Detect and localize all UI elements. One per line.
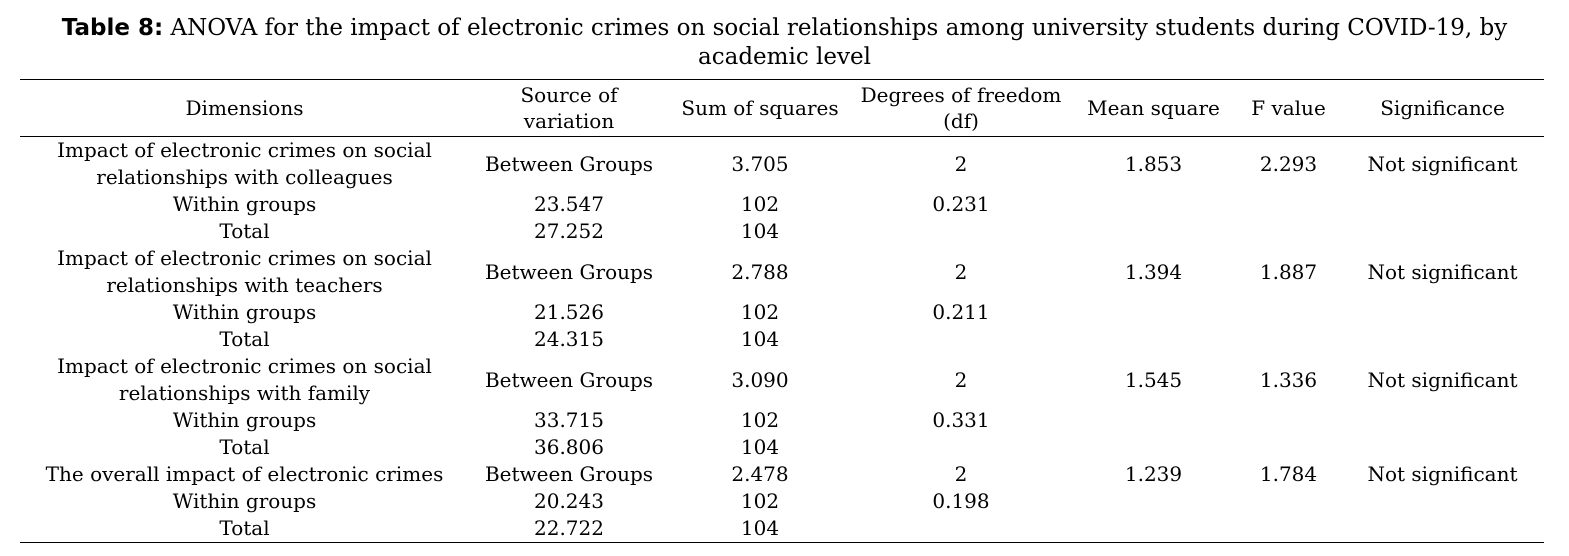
table-row: Total 24.315 104 <box>20 326 1544 353</box>
ss-cell: 21.526 <box>534 300 604 324</box>
df-cell: 2 <box>954 367 968 392</box>
df-cell: 104 <box>740 219 780 243</box>
ss-cell: 22.722 <box>534 516 604 540</box>
table-row: Within groups 21.526 102 0.211 <box>20 299 1544 326</box>
df-cell: 104 <box>740 327 780 351</box>
df-cell: 102 <box>740 300 780 324</box>
sig-cell: Not significant <box>1367 151 1518 176</box>
table-label: Table 8: <box>61 15 164 41</box>
ms-cell: 1.394 <box>1124 259 1183 284</box>
ss-cell: 3.090 <box>731 367 789 392</box>
df-cell: 2 <box>954 151 968 176</box>
f-cell: 1.887 <box>1259 259 1318 284</box>
table-row: Within groups 33.715 102 0.331 <box>20 407 1544 434</box>
ss-cell: 2.478 <box>731 462 789 486</box>
table-caption-text: ANOVA for the impact of electronic crime… <box>170 15 1508 70</box>
source-cell: Total <box>219 327 270 351</box>
table-row: Total 22.722 104 <box>20 515 1544 543</box>
header-sum-of-squares: Sum of squares <box>669 79 851 137</box>
df-cell: 2 <box>954 462 968 486</box>
header-source: Source of variation <box>469 79 669 137</box>
ms-cell: 0.198 <box>932 489 990 513</box>
ss-cell: 20.243 <box>534 489 604 513</box>
dimension-cell: Impact of electronic crimes on social re… <box>57 138 432 189</box>
table-caption: Table 8: ANOVA for the impact of electro… <box>20 14 1549 72</box>
header-significance: Significance <box>1341 79 1544 137</box>
ms-cell: 0.231 <box>932 192 990 216</box>
header-dimensions: Dimensions <box>20 79 469 137</box>
df-cell: 102 <box>740 192 780 216</box>
header-mean-square: Mean square <box>1071 79 1236 137</box>
sig-cell: Not significant <box>1367 462 1518 486</box>
ms-cell: 0.211 <box>932 300 990 324</box>
source-cell: Total <box>219 516 270 540</box>
header-f-value: F value <box>1236 79 1341 137</box>
table-row: Impact of electronic crimes on social re… <box>20 137 1544 192</box>
ms-cell: 1.853 <box>1124 151 1183 176</box>
df-cell: 104 <box>740 516 780 540</box>
ms-cell: 0.331 <box>932 408 990 432</box>
table-row: The overall impact of electronic crimes … <box>20 461 1544 488</box>
table-row: Within groups 20.243 102 0.198 <box>20 488 1544 515</box>
ms-cell: 1.239 <box>1124 462 1183 486</box>
anova-table: Dimensions Source of variation Sum of sq… <box>20 79 1544 543</box>
source-cell: Within groups <box>172 192 317 216</box>
dimension-cell: The overall impact of electronic crimes <box>45 462 444 486</box>
ss-cell: 2.788 <box>731 259 789 284</box>
source-cell: Between Groups <box>484 151 654 176</box>
source-cell: Between Groups <box>484 259 654 284</box>
table-row: Total 27.252 104 <box>20 218 1544 245</box>
f-cell: 2.293 <box>1259 151 1318 176</box>
table-row: Within groups 23.547 102 0.231 <box>20 191 1544 218</box>
source-cell: Total <box>219 219 270 243</box>
ss-cell: 27.252 <box>534 219 604 243</box>
table-row: Total 36.806 104 <box>20 434 1544 461</box>
dimension-cell: Impact of electronic crimes on social re… <box>57 354 432 405</box>
table-row: Impact of electronic crimes on social re… <box>20 245 1544 299</box>
source-cell: Within groups <box>172 300 317 324</box>
sig-cell: Not significant <box>1367 367 1518 392</box>
f-cell: 1.336 <box>1259 367 1318 392</box>
source-cell: Between Groups <box>484 367 654 392</box>
f-cell: 1.784 <box>1259 462 1318 486</box>
ss-cell: 24.315 <box>534 327 604 351</box>
source-cell: Within groups <box>172 489 317 513</box>
ss-cell: 36.806 <box>534 435 604 459</box>
dimension-cell: Impact of electronic crimes on social re… <box>57 246 432 297</box>
ss-cell: 23.547 <box>534 192 604 216</box>
source-cell: Total <box>219 435 270 459</box>
source-cell: Between Groups <box>484 462 654 486</box>
ss-cell: 33.715 <box>534 408 604 432</box>
df-cell: 102 <box>740 408 780 432</box>
table-row: Impact of electronic crimes on social re… <box>20 353 1544 407</box>
ms-cell: 1.545 <box>1124 367 1183 392</box>
header-row: Dimensions Source of variation Sum of sq… <box>20 79 1544 137</box>
ss-cell: 3.705 <box>731 151 789 176</box>
df-cell: 2 <box>954 259 968 284</box>
header-df: Degrees of freedom (df) <box>851 79 1071 137</box>
df-cell: 102 <box>740 489 780 513</box>
df-cell: 104 <box>740 435 780 459</box>
sig-cell: Not significant <box>1367 259 1518 284</box>
source-cell: Within groups <box>172 408 317 432</box>
